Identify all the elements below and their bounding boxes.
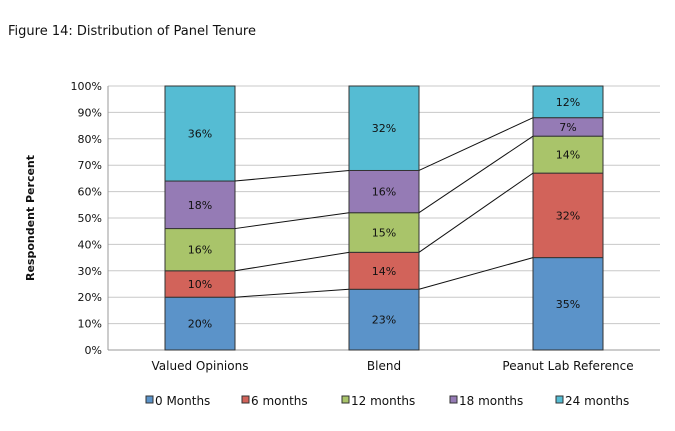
legend-swatch — [555, 395, 564, 404]
series-connector-line — [418, 257, 534, 290]
data-label: 36% — [188, 128, 212, 141]
bar-segment — [532, 257, 604, 351]
data-label: 15% — [372, 227, 396, 240]
legend-swatch — [241, 395, 250, 404]
bar-segment — [532, 172, 604, 259]
legend-swatch — [449, 395, 458, 404]
data-label: 16% — [372, 186, 396, 199]
data-label: 20% — [188, 318, 212, 331]
x-tick-label: Blend — [367, 359, 401, 373]
data-label: 35% — [556, 298, 580, 311]
bar-segment — [532, 135, 604, 174]
bar-segment — [348, 85, 420, 171]
chart-title: Figure 14: Distribution of Panel Tenure — [8, 24, 256, 39]
y-tick-label: 60% — [78, 186, 102, 199]
series-connector-line — [418, 117, 534, 171]
y-tick-label: 20% — [78, 291, 102, 304]
bar-segment — [164, 85, 236, 182]
legend-label: 12 months — [351, 394, 415, 408]
data-label: 18% — [188, 199, 212, 212]
series-connector-line — [234, 288, 350, 298]
data-label: 12% — [556, 96, 580, 109]
y-tick-label: 40% — [78, 238, 102, 251]
data-label: 10% — [188, 278, 212, 291]
series-connector-line — [234, 212, 350, 230]
y-tick-label: 50% — [78, 212, 102, 225]
data-label: 32% — [372, 122, 396, 135]
bar-segment — [348, 251, 420, 290]
data-label: 7% — [559, 121, 576, 134]
series-connector-line — [234, 169, 350, 182]
legend-swatch — [145, 395, 154, 404]
y-tick-label: 70% — [78, 159, 102, 172]
bar-segment — [532, 85, 604, 119]
legend-swatch — [341, 395, 350, 404]
legend-label: 18 months — [459, 394, 523, 408]
x-tick-label: Valued Opinions — [152, 359, 249, 373]
y-tick-label: 0% — [85, 344, 102, 357]
legend-label: 6 months — [251, 394, 308, 408]
y-tick-label: 100% — [71, 80, 102, 93]
y-tick-label: 90% — [78, 106, 102, 119]
legend-label: 0 Months — [155, 394, 210, 408]
y-axis-label: Respondent Percent — [24, 155, 37, 281]
y-tick-label: 80% — [78, 133, 102, 146]
legend-label: 24 months — [565, 394, 629, 408]
series-connector-line — [234, 251, 350, 272]
data-label: 14% — [556, 149, 580, 162]
data-label: 16% — [188, 244, 212, 257]
data-label: 14% — [372, 265, 396, 278]
y-tick-label: 30% — [78, 265, 102, 278]
series-connector-line — [418, 135, 534, 214]
bar-segment — [348, 288, 420, 351]
y-tick-label: 10% — [78, 318, 102, 331]
series-connector-line — [418, 172, 534, 253]
bar-segment — [348, 212, 420, 253]
data-label: 32% — [556, 209, 580, 222]
data-label: 23% — [372, 314, 396, 327]
x-tick-label: Peanut Lab Reference — [502, 359, 633, 373]
